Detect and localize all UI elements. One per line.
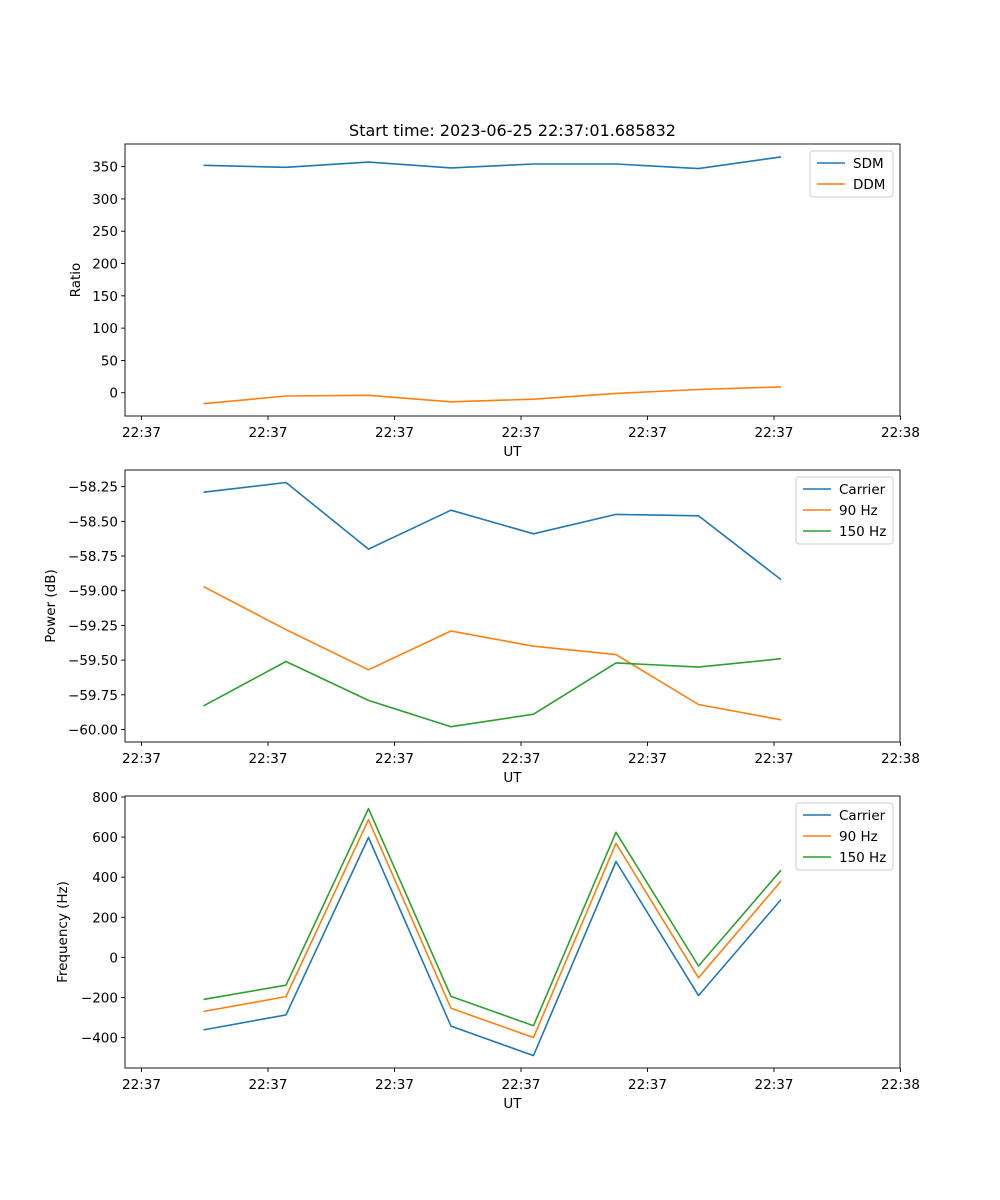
y-tick-label: 200 <box>92 910 118 926</box>
legend-entry: 90 Hz <box>839 503 878 519</box>
axes-frame <box>124 143 901 417</box>
legend: Carrier 90 Hz 150 Hz <box>795 476 894 545</box>
legend-entry: Carrier <box>839 482 886 498</box>
y-tick-label: 400 <box>92 870 118 886</box>
y-tick-label: −200 <box>81 990 118 1006</box>
y-tick-label: 200 <box>92 257 118 273</box>
y-tick-label: 100 <box>92 321 118 337</box>
x-axis-label: UT <box>503 770 522 786</box>
y-tick-label: −58.75 <box>68 549 118 565</box>
series-line-90-hz <box>203 818 782 1039</box>
legend-box <box>795 802 894 871</box>
x-tick-label: 22:37 <box>249 425 288 441</box>
legend: SDM DDM <box>809 150 894 198</box>
series-line-carrier <box>203 836 782 1057</box>
y-tick-label: −58.25 <box>68 480 118 496</box>
x-tick-label: 22:37 <box>122 751 161 767</box>
x-tick-label: 22:37 <box>502 425 541 441</box>
y-tick-label: 300 <box>92 192 118 208</box>
x-tick-label: 22:38 <box>881 425 920 441</box>
x-tick-label: 22:37 <box>122 1077 161 1093</box>
x-tick-label: 22:37 <box>502 1077 541 1093</box>
x-tick-label: 22:37 <box>502 751 541 767</box>
figure-title: Start time: 2023-06-25 22:37:01.685832 <box>349 121 676 140</box>
x-tick-label: 22:37 <box>122 425 161 441</box>
axes-frame <box>124 795 901 1069</box>
x-tick-label: 22:37 <box>755 751 794 767</box>
legend-entry: SDM <box>853 156 884 172</box>
x-tick-label: 22:37 <box>755 1077 794 1093</box>
y-tick-label: 350 <box>92 160 118 176</box>
legend-box <box>795 476 894 545</box>
plot-ratio: 0 50 100 150 200 250 300 350 22:37 22:37 22:37 22:3… <box>68 143 920 460</box>
legend-entry: 90 Hz <box>839 829 878 845</box>
plot-frequency: −400 −200 0 200 400 600 800 22:37 22:37 22:37 22:3… <box>55 790 920 1112</box>
series-line-ddm <box>203 386 782 405</box>
x-tick-label: 22:37 <box>755 425 794 441</box>
x-axis-label: UT <box>503 1096 522 1112</box>
x-tick-label: 22:37 <box>375 751 414 767</box>
y-tick-label: −59.75 <box>68 688 118 704</box>
x-axis-label: UT <box>503 444 522 460</box>
x-tick-label: 22:37 <box>628 751 667 767</box>
plot-power: −60.00 −59.75 −59.50 −59.25 −59.00 −58.75 −58.… <box>43 469 920 786</box>
series-line-carrier <box>203 481 782 581</box>
y-tick-label: 800 <box>92 790 118 806</box>
y-tick-label: 50 <box>101 353 118 369</box>
x-tick-label: 22:37 <box>249 751 288 767</box>
legend-entry: 150 Hz <box>839 524 886 540</box>
series-line-150-hz <box>203 657 782 728</box>
legend-entry: DDM <box>853 177 885 193</box>
legend: Carrier 90 Hz 150 Hz <box>795 802 894 871</box>
y-tick-label: −59.50 <box>68 653 118 669</box>
series-line-90-hz <box>203 585 782 721</box>
y-tick-label: 600 <box>92 830 118 846</box>
y-tick-label: 250 <box>92 224 118 240</box>
series-line-150-hz <box>203 807 782 1027</box>
x-tick-label: 22:37 <box>628 1077 667 1093</box>
x-tick-label: 22:37 <box>375 425 414 441</box>
axes-frame <box>124 469 901 743</box>
y-tick-label: −59.00 <box>68 584 118 600</box>
legend-entry: Carrier <box>839 808 886 824</box>
y-tick-label: −400 <box>81 1031 118 1047</box>
y-tick-label: −58.50 <box>68 514 118 530</box>
x-tick-label: 22:37 <box>628 425 667 441</box>
y-axis-label: Frequency (Hz) <box>55 881 71 983</box>
x-tick-label: 22:38 <box>881 1077 920 1093</box>
x-tick-label: 22:37 <box>375 1077 414 1093</box>
legend-entry: 150 Hz <box>839 850 886 866</box>
x-tick-label: 22:37 <box>249 1077 288 1093</box>
y-tick-label: 150 <box>92 289 118 305</box>
x-tick-label: 22:38 <box>881 751 920 767</box>
y-axis-label: Power (dB) <box>43 569 59 642</box>
series-line-sdm <box>203 156 782 170</box>
y-tick-label: 0 <box>109 950 118 966</box>
y-tick-label: −60.00 <box>68 723 118 739</box>
y-axis-label: Ratio <box>68 263 84 298</box>
y-tick-label: 0 <box>109 386 118 402</box>
y-tick-label: −59.25 <box>68 618 118 634</box>
